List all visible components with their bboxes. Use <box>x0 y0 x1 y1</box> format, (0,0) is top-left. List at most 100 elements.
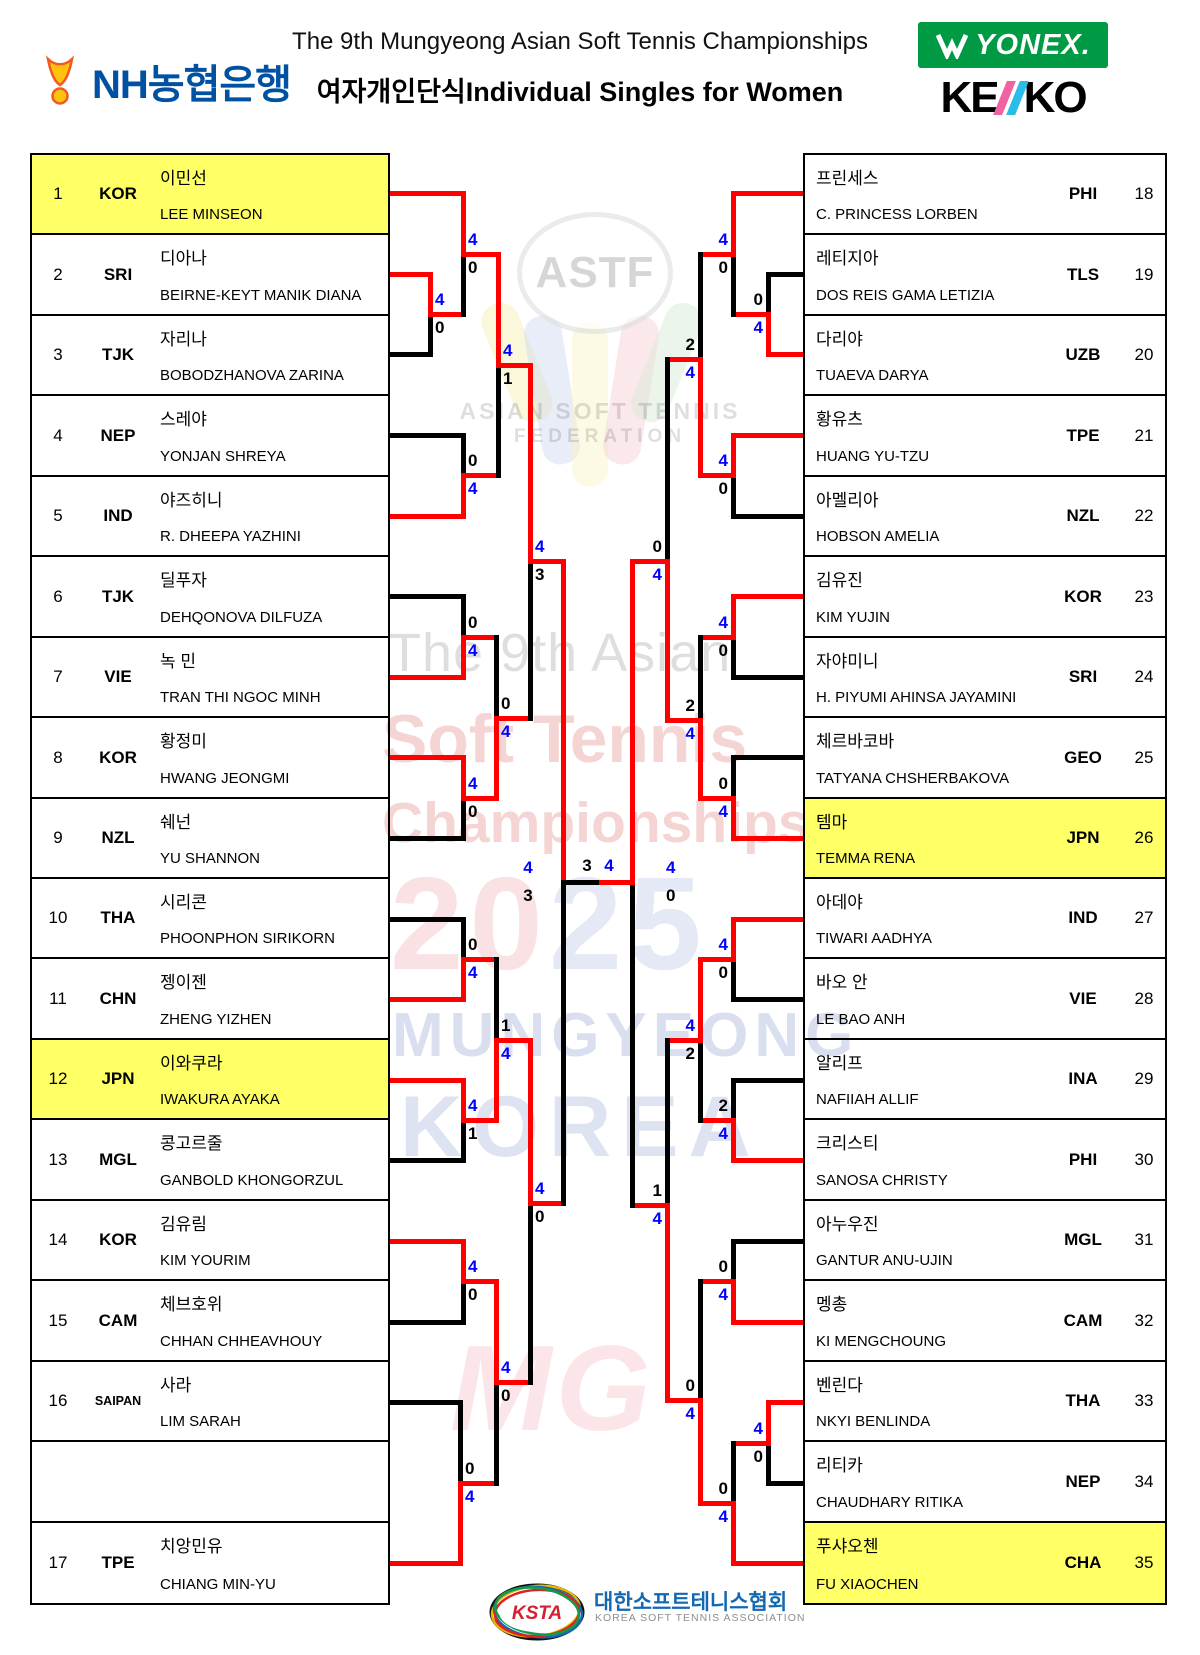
bracket-line <box>560 558 566 885</box>
table-row: 황유츠 HUANG YU-TZU TPE 21 <box>805 396 1165 477</box>
player-name-korean: 이민선 <box>160 169 207 188</box>
bracket-line <box>730 251 736 317</box>
bracket-line <box>527 558 566 564</box>
bracket-line <box>765 1440 771 1486</box>
table-row: 김유진 KIM YUJIN KOR 23 <box>805 557 1165 638</box>
seed-number: 18 <box>1134 184 1154 203</box>
player-name-english: DOS REIS GAMA LETIZIA <box>816 287 995 304</box>
nh-sprout-icon <box>46 55 74 105</box>
seed-number: 25 <box>1134 747 1154 767</box>
match-score: 0 <box>753 290 763 309</box>
player-name-english: DEHQONOVA DILFUZA <box>160 609 323 626</box>
match-score: 4 <box>685 363 695 382</box>
player-name-english: TRAN THI NGOC MINH <box>160 689 321 706</box>
country-code: MGL <box>99 1149 137 1169</box>
table-row: 16 SAIPAN 사라 LIM SARAH <box>32 1362 388 1442</box>
match-score: 3 <box>582 856 592 875</box>
player-name-korean: 다리야 <box>816 330 863 349</box>
bracket-line <box>560 879 566 1206</box>
player-name-korean: 이와쿠라 <box>160 1054 223 1073</box>
player-name-english: FU XIAOCHEN <box>816 1576 919 1593</box>
player-name-korean: 야즈히니 <box>160 491 223 510</box>
bracket-line <box>730 1278 736 1325</box>
country-code: VIE <box>1069 988 1097 1008</box>
bracket-line <box>390 835 463 841</box>
bracket-line <box>527 1200 533 1385</box>
match-score: 2 <box>685 696 695 715</box>
player-name-english: HUANG YU-TZU <box>816 448 930 465</box>
astf-band-red <box>600 312 662 468</box>
ksta-logo: KSTA <box>487 1580 587 1649</box>
bracket-line <box>697 1500 736 1506</box>
match-score: 4 <box>523 858 533 877</box>
player-name-korean: 벤린다 <box>816 1376 863 1395</box>
country-code: TPE <box>101 1553 135 1572</box>
bracket-line <box>390 351 430 357</box>
bracket-line <box>493 634 499 721</box>
seed-number: 23 <box>1134 586 1154 606</box>
astf-emblem-label: ASTF <box>535 248 655 297</box>
seed-number: 34 <box>1134 1471 1154 1491</box>
table-row: 프린세스 C. PRINCESS LORBEN PHI 18 <box>805 155 1165 235</box>
match-score: 4 <box>718 451 728 470</box>
match-score: 4 <box>468 1257 478 1276</box>
bracket-line <box>733 1560 805 1566</box>
match-score: 2 <box>685 1044 695 1063</box>
bracket-line <box>460 432 466 478</box>
match-score: 4 <box>718 802 728 821</box>
match-score: 0 <box>468 613 478 632</box>
bracket-line <box>697 1037 703 1123</box>
table-row: 10 THA 시리콘 PHOONPHON SIRIKORN <box>32 879 388 959</box>
bracket-line <box>460 634 466 680</box>
ksta-korean-label: 대한소프트테니스협회 <box>594 1591 788 1614</box>
match-score: 0 <box>535 1207 545 1226</box>
bracket-line <box>460 1117 499 1123</box>
astf-band-cream <box>572 322 608 487</box>
bracket-line <box>730 916 736 962</box>
table-row: 17 TPE 치앙민유 CHIANG MIN-YU <box>32 1523 388 1603</box>
match-score: 0 <box>468 1285 478 1304</box>
match-score: 4 <box>685 724 695 743</box>
player-name-english: TATYANA CHSHERBAKOVA <box>816 770 1010 787</box>
bracket-line <box>765 311 771 357</box>
player-name-korean: 알리프 <box>816 1054 863 1073</box>
player-name-korean: 리티카 <box>816 1456 863 1475</box>
table-row: 7 VIE 녹 민 TRAN THI NGOC MINH <box>32 638 388 718</box>
match-score: 0 <box>468 802 478 821</box>
nh-bank-label: NH농협은행 <box>92 63 292 107</box>
seed-number: 5 <box>53 506 63 525</box>
bracket-line <box>730 956 736 1002</box>
player-name-english: CHHAN CHHEAVHOUY <box>160 1333 323 1350</box>
seed-number: 15 <box>48 1310 68 1330</box>
bracket-line <box>697 1117 736 1123</box>
seed-number: 14 <box>48 1230 68 1249</box>
seed-number: 6 <box>53 586 63 606</box>
table-row: 5 IND 야즈히니 R. DHEEPA YAZHINI <box>32 477 388 557</box>
bracket-line <box>730 432 736 478</box>
match-score: 1 <box>503 369 513 388</box>
table-row: 8 KOR 황정미 HWANG JEONGMI <box>32 718 388 799</box>
player-name-korean: 체브호위 <box>160 1295 223 1314</box>
match-score: 1 <box>501 1016 511 1035</box>
kenko-logo: KE KO <box>918 73 1108 122</box>
country-code: JPN <box>101 1069 135 1088</box>
seed-number: 28 <box>1134 988 1154 1008</box>
bracket-line <box>730 634 736 680</box>
table-row: 멩총 KI MENGCHOUNG CAM 32 <box>805 1281 1165 1362</box>
match-score: 0 <box>718 1257 728 1276</box>
bracket-line <box>664 1202 670 1403</box>
country-code: TJK <box>101 345 135 364</box>
bracket-line <box>629 879 635 1208</box>
country-code: MGL <box>1064 1230 1102 1249</box>
bracket-line <box>730 1440 736 1506</box>
match-score: 0 <box>718 774 728 793</box>
match-score: 0 <box>753 1447 763 1466</box>
player-name-english: NKYI BENLINDA <box>816 1413 931 1430</box>
bracket-line <box>493 1037 533 1043</box>
table-row: 레티지아 DOS REIS GAMA LETIZIA TLS 19 <box>805 235 1165 316</box>
match-score: 0 <box>501 694 511 713</box>
svg-text:KSTA: KSTA <box>512 1603 562 1624</box>
country-code: GEO <box>1064 747 1102 767</box>
country-code: THA <box>100 908 136 927</box>
